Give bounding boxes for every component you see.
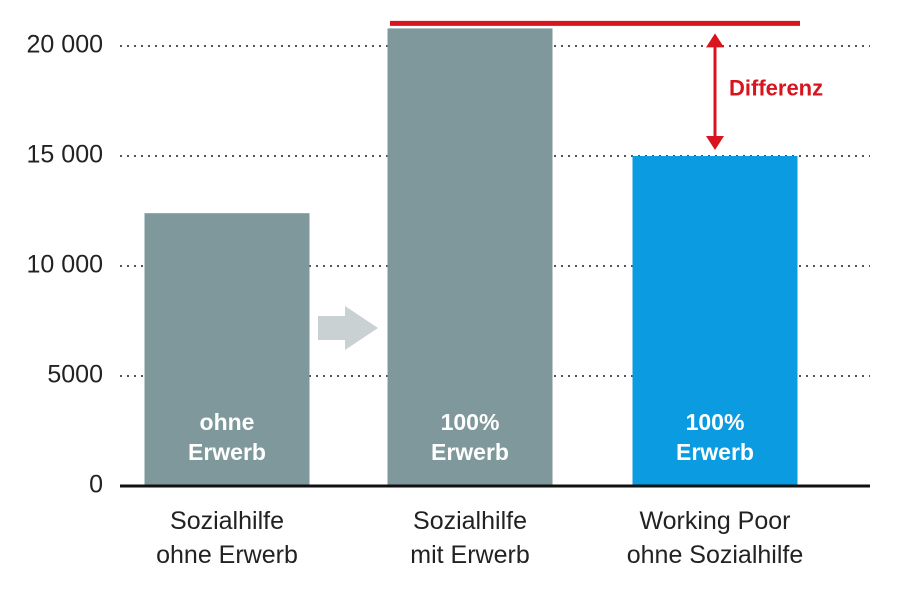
bar-label: 100% Erwerb	[676, 409, 754, 465]
bar-label: ohne Erwerb	[188, 409, 266, 465]
annotation: Differenz	[729, 76, 823, 101]
bar-label: 100% Erwerb	[431, 409, 509, 465]
bar	[144, 213, 310, 486]
y-tick-label: 0	[89, 471, 103, 499]
y-tick-label: 20 000	[27, 31, 103, 59]
x-tick-label: Sozialhilfe mit Erwerb	[410, 507, 529, 569]
bar	[632, 156, 798, 486]
x-tick-label: Working Poor ohne Sozialhilfe	[627, 507, 804, 569]
x-tick-label: Sozialhilfe ohne Erwerb	[156, 507, 298, 569]
arrow-head-up	[706, 33, 724, 48]
flow-arrow	[318, 306, 378, 350]
y-tick-label: 5000	[47, 361, 103, 389]
y-tick-label: 10 000	[27, 251, 103, 279]
bar	[387, 28, 553, 487]
y-tick-label: 15 000	[27, 141, 103, 169]
arrow-head-down	[706, 136, 724, 150]
